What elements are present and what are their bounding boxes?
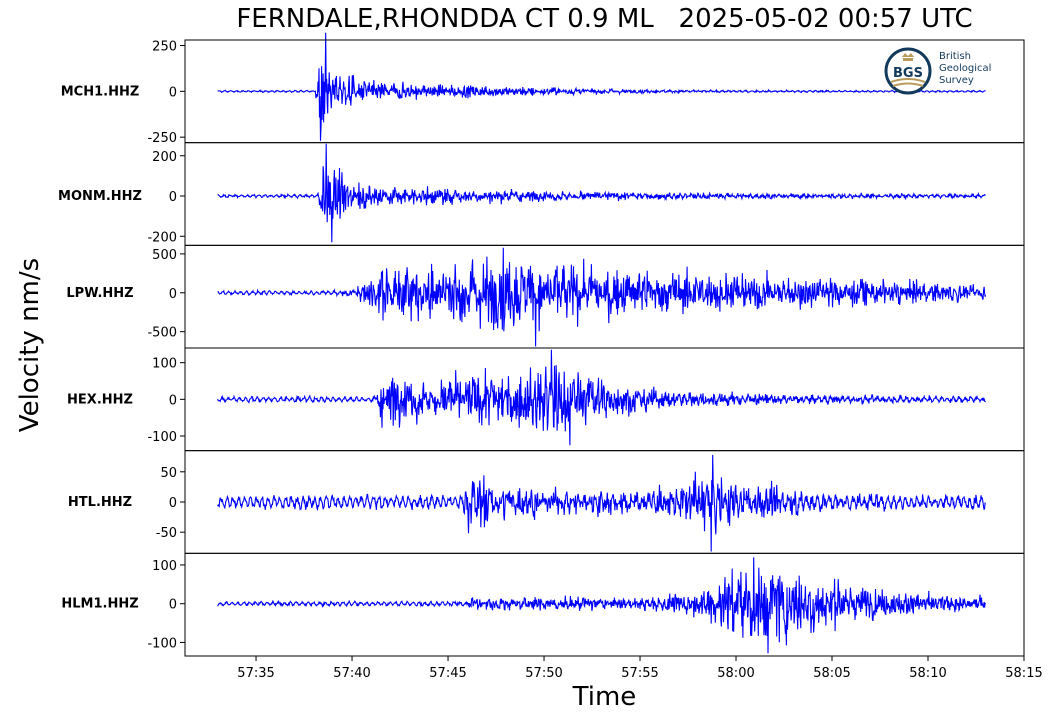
y-tick-label: -250	[147, 131, 177, 146]
logo-line-2: Geological	[939, 63, 992, 74]
x-tick-label: 57:55	[621, 666, 658, 681]
station-label: LPW.HHZ	[66, 286, 133, 301]
station-label: HEX.HHZ	[67, 392, 133, 407]
waveform-trace	[217, 454, 986, 552]
y-tick-label: -50	[156, 526, 177, 541]
x-tick-label: 58:15	[1005, 666, 1042, 681]
y-tick-label: -100	[147, 430, 177, 445]
y-tick-label: 0	[169, 393, 177, 408]
y-tick-label: 0	[169, 598, 177, 613]
x-tick-label: 57:45	[429, 666, 466, 681]
waveform-trace	[217, 32, 986, 141]
x-tick-label: 58:05	[813, 666, 850, 681]
bgs-logo: BGS British Geological Survey	[883, 46, 1013, 96]
station-label: HLM1.HHZ	[61, 597, 138, 612]
y-tick-label: 250	[152, 40, 177, 55]
x-tick-label: 58:10	[909, 666, 946, 681]
waveform-trace	[217, 143, 986, 243]
y-axis-label: Velocity nm/s	[15, 257, 45, 433]
x-tick-label: 57:35	[237, 666, 274, 681]
logo-mark: BGS	[893, 66, 923, 81]
y-tick-label: 0	[169, 190, 177, 205]
y-tick-label: 50	[160, 466, 177, 481]
y-tick-label: -100	[147, 636, 177, 651]
panel-frame	[184, 552, 1025, 657]
station-label: MONM.HHZ	[58, 189, 142, 204]
y-tick-label: 0	[169, 85, 177, 100]
station-label: HTL.HHZ	[68, 495, 132, 510]
station-label: MCH1.HHZ	[61, 84, 140, 99]
x-axis-label: Time	[572, 682, 637, 712]
bgs-crest-icon: BGS	[884, 47, 932, 95]
x-tick-label: 57:40	[333, 666, 370, 681]
logo-line-3: Survey	[939, 75, 974, 86]
y-tick-label: 200	[152, 150, 177, 165]
y-tick-label: 500	[152, 248, 177, 263]
y-tick-label: -200	[147, 230, 177, 245]
x-tick-label: 57:50	[525, 666, 562, 681]
waveform-trace	[217, 557, 986, 654]
x-tick-label: 58:00	[717, 666, 754, 681]
logo-line-1: British	[939, 51, 971, 62]
y-tick-label: 100	[152, 357, 177, 372]
waveform-trace	[217, 247, 987, 347]
waveform-trace	[217, 349, 986, 446]
y-tick-label: -500	[147, 326, 177, 341]
y-tick-label: 100	[152, 559, 177, 574]
chart-title: FERNDALE,RHONDDA CT 0.9 ML 2025-05-02 00…	[236, 4, 973, 34]
y-tick-label: 0	[169, 287, 177, 302]
y-tick-label: 0	[169, 496, 177, 511]
